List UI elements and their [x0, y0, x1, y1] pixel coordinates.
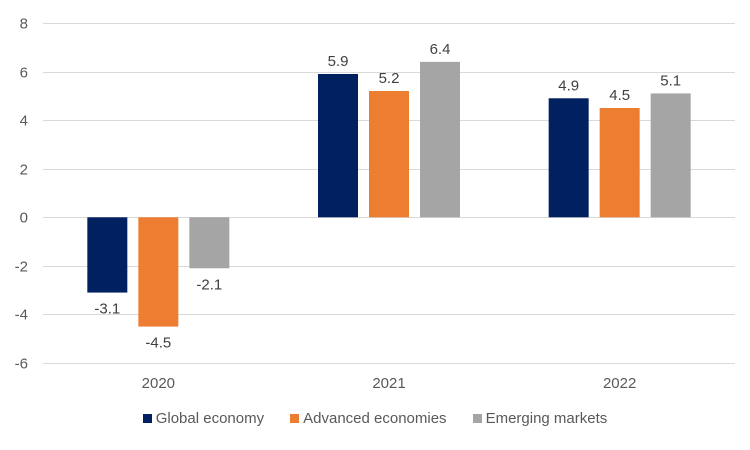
legend-swatch: [290, 414, 300, 423]
y-tick-label: 6: [20, 65, 28, 82]
bars: [87, 61, 691, 327]
legend-item-emerging-markets: Emerging markets: [472, 410, 608, 427]
legend-swatch: [472, 414, 482, 423]
x-tick-label: 2021: [372, 375, 405, 392]
legend: Global economy Advanced economies Emerging…: [0, 410, 750, 427]
data-label: 4.5: [609, 87, 630, 104]
legend-label: Advanced economies: [303, 410, 447, 427]
data-label: -3.1: [94, 301, 120, 318]
legend-label: Global economy: [155, 410, 265, 427]
bar-emerging-markets-2022: [650, 93, 691, 218]
x-axis-ticks: 2020 2021 2022: [142, 375, 637, 392]
legend-item-advanced-economies: Advanced economies: [290, 410, 447, 427]
bar-emerging-markets-2020: [189, 217, 230, 269]
data-label: 5.2: [379, 70, 400, 87]
bar-global-economy-2022: [548, 98, 589, 218]
y-tick-label: 4: [20, 113, 28, 130]
data-label: -4.5: [145, 335, 171, 352]
bar-advanced-economies-2022: [599, 108, 640, 218]
bar-global-economy-2021: [318, 74, 358, 218]
data-label: 5.9: [328, 53, 349, 70]
y-tick-label: -4: [15, 307, 28, 324]
bar-advanced-economies-2021: [369, 91, 409, 218]
data-label: 4.9: [558, 77, 579, 94]
data-labels: -3.1 -4.5 -2.1 5.9 5.2 6.4 4.9 4.5 5.1: [94, 41, 681, 352]
x-tick-label: 2020: [142, 375, 175, 392]
legend-swatch: [142, 414, 152, 423]
bar-global-economy-2020: [87, 217, 128, 293]
y-tick-label: 2: [20, 162, 28, 179]
bar-advanced-economies-2020: [138, 217, 179, 327]
legend-label: Emerging markets: [485, 410, 608, 427]
y-tick-label: 0: [20, 210, 28, 227]
y-tick-label: -2: [15, 259, 28, 276]
data-label: -2.1: [196, 276, 222, 293]
data-label: 6.4: [430, 41, 451, 58]
bar-emerging-markets-2021: [420, 61, 460, 218]
x-tick-label: 2022: [603, 375, 636, 392]
y-axis-ticks: 8 6 4 2 0 -2 -4 -6: [15, 16, 28, 373]
y-tick-label: 8: [20, 16, 28, 33]
y-tick-label: -6: [15, 356, 28, 373]
legend-item-global-economy: Global economy: [142, 410, 265, 427]
data-label: 5.1: [660, 72, 681, 89]
